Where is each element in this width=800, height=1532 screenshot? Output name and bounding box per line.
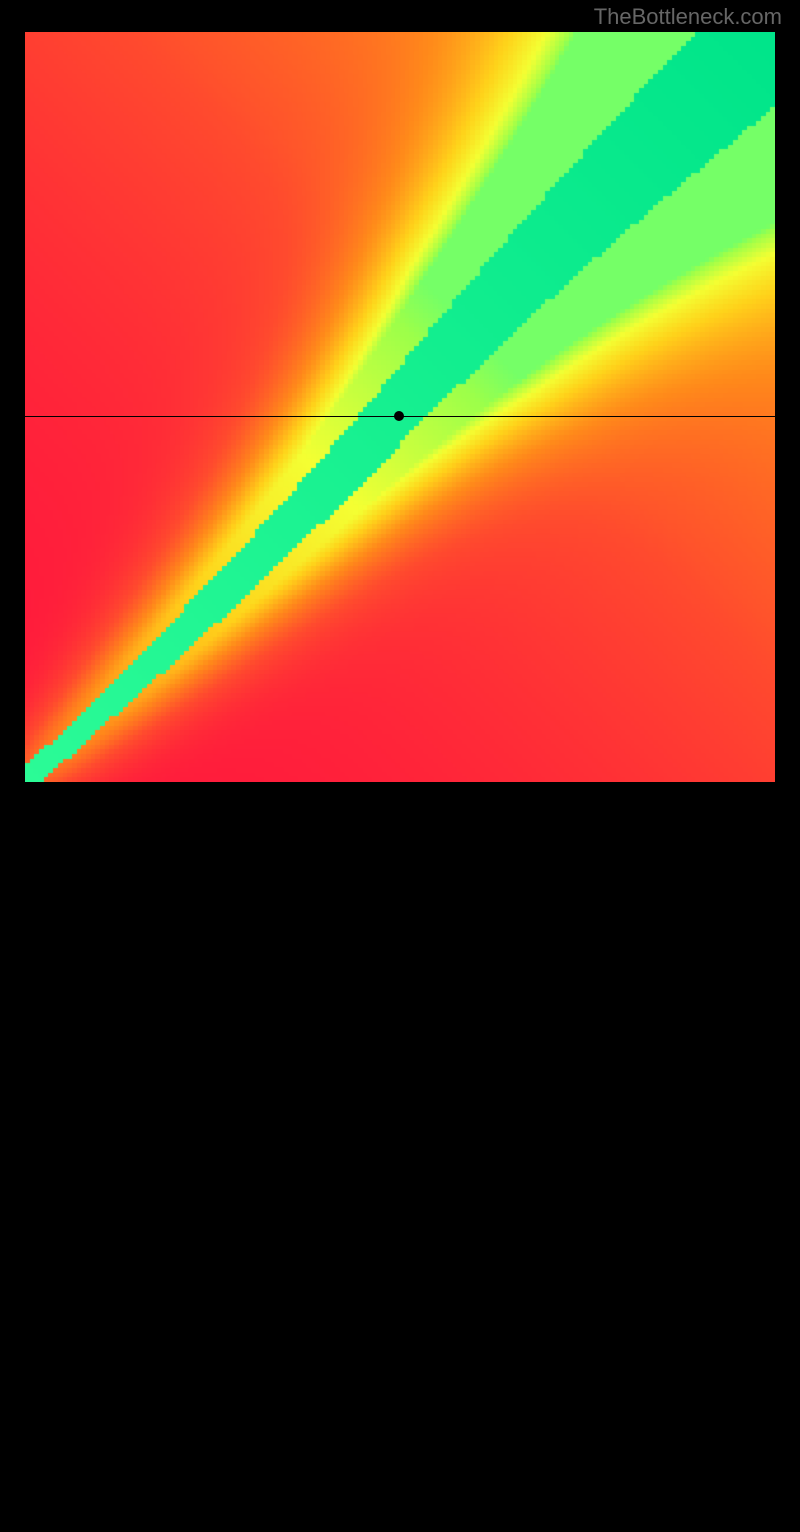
crosshair-vertical [399,782,400,1532]
heatmap-canvas [25,32,775,782]
intersection-marker [394,411,404,421]
bottleneck-heatmap [25,32,775,782]
watermark-text: TheBottleneck.com [594,4,782,30]
